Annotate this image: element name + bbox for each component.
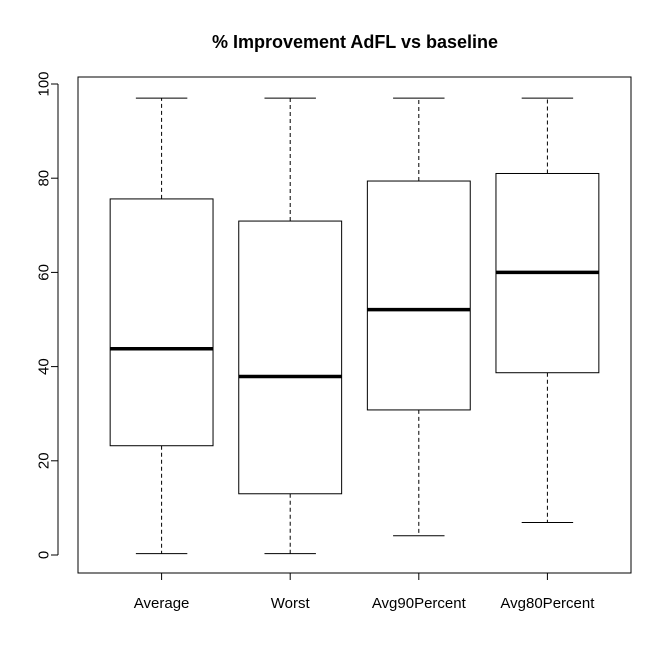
x-tick-label: Worst: [271, 595, 311, 612]
iqr-box: [366, 180, 471, 411]
y-axis: 0 20 40 60 80 100: [36, 71, 59, 559]
y-tick-label: 80: [36, 170, 53, 187]
x-tick-label: Avg90Percent: [372, 595, 467, 612]
y-tick-label: 100: [36, 71, 53, 96]
y-tick-label: 40: [36, 358, 53, 375]
y-tick-label: 0: [36, 551, 53, 559]
x-axis: Average Worst Avg90Percent Avg80Percent: [134, 572, 595, 612]
y-tick-label: 20: [36, 452, 53, 469]
iqr-box: [238, 220, 343, 495]
iqr-box: [109, 198, 214, 447]
y-tick-label: 60: [36, 264, 53, 281]
chart-title: % Improvement AdFL vs baseline: [212, 32, 498, 52]
boxes: [109, 97, 600, 555]
box-worst: [238, 97, 343, 555]
box-avg90percent: [366, 97, 471, 537]
box-average: [109, 97, 214, 555]
box-avg80percent: [495, 97, 600, 524]
x-tick-label: Average: [134, 595, 190, 612]
x-tick-label: Avg80Percent: [500, 595, 595, 612]
